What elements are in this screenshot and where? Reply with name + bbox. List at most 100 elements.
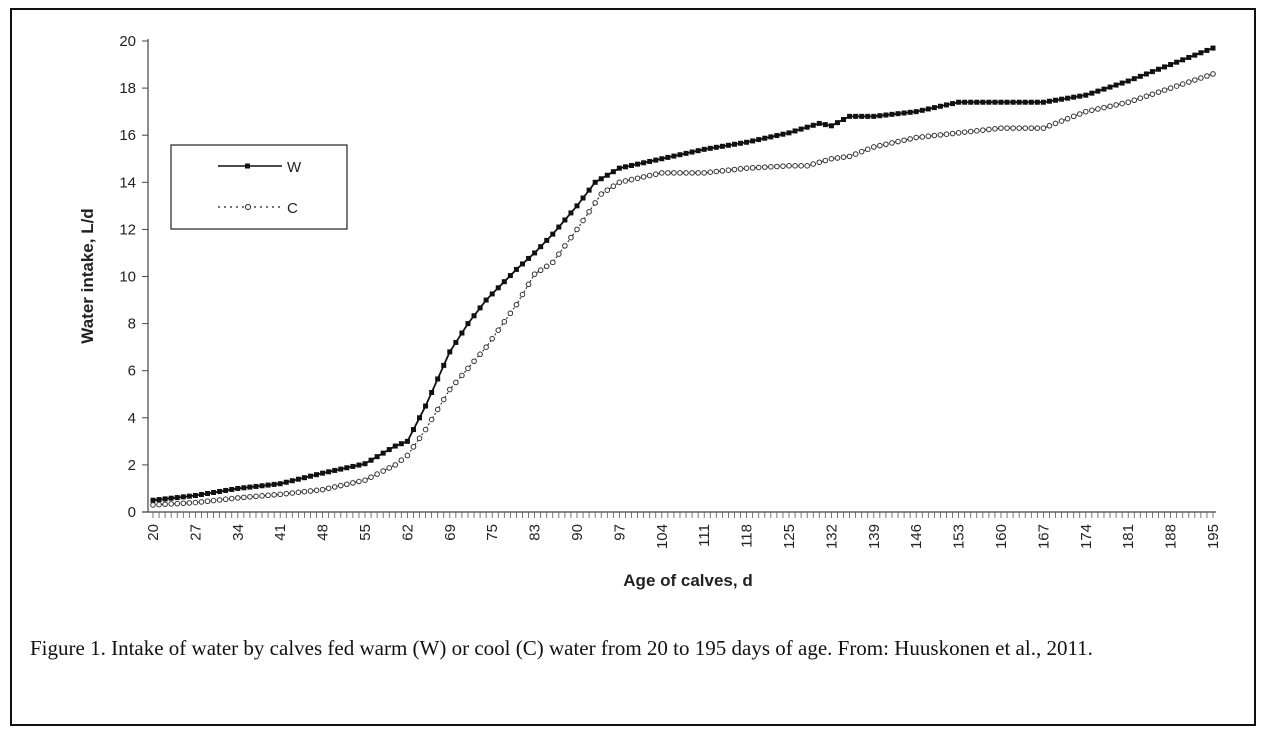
data-point-C bbox=[344, 481, 350, 488]
data-point-C bbox=[1089, 107, 1095, 114]
data-point-W bbox=[453, 339, 459, 345]
data-point-C bbox=[453, 379, 459, 386]
x-tick-label: 188 bbox=[1163, 524, 1180, 549]
data-point-C bbox=[640, 174, 647, 180]
data-point-W bbox=[622, 164, 628, 170]
data-point-C bbox=[1016, 125, 1022, 131]
data-point-W bbox=[550, 231, 556, 237]
data-point-C bbox=[259, 493, 265, 499]
data-point-C bbox=[913, 134, 920, 141]
data-point-W bbox=[259, 483, 265, 489]
legend-c-marker bbox=[245, 204, 251, 210]
data-point-C bbox=[568, 234, 574, 241]
data-point-C bbox=[677, 170, 683, 176]
data-point-W bbox=[459, 330, 465, 336]
data-point-W bbox=[289, 478, 295, 484]
figure-caption: Figure 1. Intake of water by calves fed … bbox=[30, 636, 1093, 660]
data-point-W bbox=[1186, 54, 1192, 60]
y-tick-label: 2 bbox=[128, 457, 136, 474]
data-point-W bbox=[810, 122, 816, 128]
data-point-C bbox=[228, 495, 235, 502]
data-point-W bbox=[859, 113, 865, 119]
data-point-W bbox=[580, 195, 586, 201]
data-point-C bbox=[889, 140, 895, 146]
data-point-W bbox=[828, 123, 834, 129]
data-point-W bbox=[1077, 93, 1083, 99]
data-point-C bbox=[883, 141, 889, 148]
data-point-C bbox=[307, 488, 314, 494]
data-point-C bbox=[864, 146, 871, 153]
data-point-W bbox=[937, 103, 943, 109]
x-tick-label: 48 bbox=[315, 524, 332, 541]
data-point-W bbox=[883, 112, 889, 118]
data-point-C bbox=[313, 487, 320, 494]
data-point-C bbox=[174, 500, 181, 507]
data-point-W bbox=[271, 481, 277, 487]
data-point-W bbox=[1034, 99, 1040, 105]
x-tick-label: 75 bbox=[484, 524, 501, 541]
data-point-W bbox=[919, 107, 925, 113]
data-point-W bbox=[483, 297, 489, 303]
data-point-C bbox=[731, 166, 738, 173]
data-point-C bbox=[852, 151, 859, 157]
data-point-C bbox=[652, 171, 659, 178]
data-point-W bbox=[762, 135, 768, 141]
data-point-W bbox=[931, 105, 937, 111]
data-point-C bbox=[428, 416, 435, 423]
data-point-C bbox=[489, 335, 496, 342]
data-point-W bbox=[804, 124, 810, 130]
data-point-W bbox=[180, 494, 186, 500]
data-point-W bbox=[241, 485, 247, 491]
x-tick-label: 167 bbox=[1035, 524, 1052, 549]
data-point-W bbox=[653, 157, 659, 163]
data-point-W bbox=[404, 438, 410, 444]
data-point-W bbox=[598, 176, 604, 182]
data-point-W bbox=[162, 496, 168, 502]
data-point-W bbox=[1198, 50, 1204, 56]
data-point-W bbox=[435, 376, 441, 382]
data-point-W bbox=[1071, 94, 1077, 100]
data-point-W bbox=[756, 137, 762, 143]
axes: 0 2 4 6 8 10 12 14 16 18 20 20 27 34 41 48 55 62 69 75 83 90 9… bbox=[119, 33, 1222, 549]
y-tick-label: 4 bbox=[128, 410, 136, 427]
data-point-W bbox=[320, 470, 326, 476]
data-point-C bbox=[998, 125, 1004, 131]
data-point-C bbox=[543, 263, 550, 270]
data-point-W bbox=[629, 162, 635, 168]
data-point-W bbox=[556, 224, 562, 230]
data-point-W bbox=[998, 99, 1004, 105]
x-tick-label: 132 bbox=[823, 524, 840, 549]
data-point-W bbox=[847, 113, 853, 119]
data-point-C bbox=[973, 128, 980, 134]
series-w bbox=[150, 45, 1216, 503]
data-point-W bbox=[768, 134, 774, 140]
data-point-W bbox=[186, 493, 192, 499]
data-point-C bbox=[816, 159, 823, 166]
data-point-C bbox=[1064, 115, 1071, 122]
data-point-C bbox=[1028, 125, 1035, 131]
data-point-C bbox=[925, 133, 932, 140]
data-point-W bbox=[338, 466, 344, 472]
data-point-C bbox=[549, 259, 556, 266]
data-point-C bbox=[755, 164, 762, 171]
data-point-W bbox=[198, 492, 204, 498]
data-point-W bbox=[477, 305, 483, 311]
data-point-W bbox=[1089, 90, 1095, 96]
data-point-W bbox=[1162, 64, 1168, 70]
data-point-C bbox=[513, 301, 520, 308]
data-point-C bbox=[1198, 75, 1204, 81]
data-point-C bbox=[980, 127, 986, 133]
data-point-C bbox=[695, 170, 701, 176]
data-point-W bbox=[277, 481, 283, 487]
data-point-W bbox=[211, 489, 217, 495]
data-point-C bbox=[495, 327, 502, 333]
data-point-C bbox=[810, 161, 817, 167]
x-tick-label: 146 bbox=[908, 524, 925, 549]
data-point-W bbox=[962, 99, 968, 105]
data-point-C bbox=[604, 187, 611, 193]
data-point-C bbox=[671, 170, 677, 176]
data-point-W bbox=[205, 490, 211, 496]
data-point-C bbox=[901, 137, 907, 144]
data-point-C bbox=[701, 170, 708, 176]
